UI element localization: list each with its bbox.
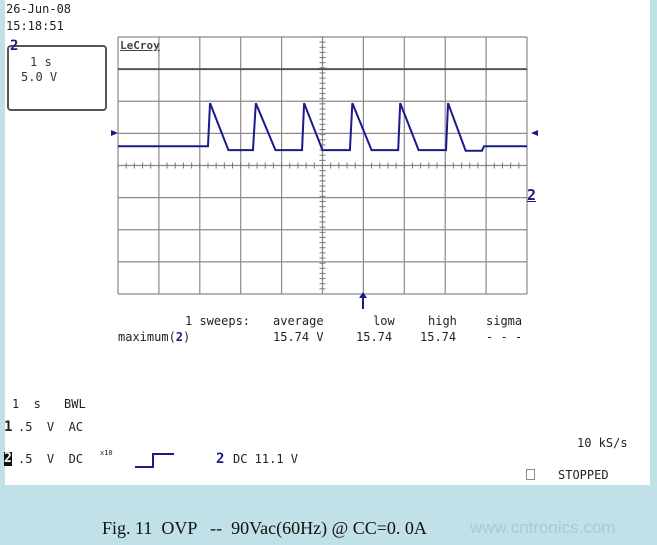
figure-caption: Fig. 11 OVP -- 90Vac(60Hz) @ CC=0. 0A (102, 518, 427, 538)
trigger-arrow-icon (359, 292, 367, 298)
col-high: high (428, 314, 457, 328)
value-sigma: - - - (486, 330, 523, 344)
col-sigma: sigma (486, 314, 523, 328)
ch2-number: 2 (4, 451, 12, 466)
ch1-settings: .5 V AC (18, 420, 84, 434)
date-label: 26-Jun-08 (6, 2, 72, 16)
channel-box-number: 2 (10, 38, 19, 54)
param-name: maximum( (118, 330, 176, 344)
trigger-level: DC 11.1 V (233, 452, 299, 466)
watermark: www.cntronics.com (470, 518, 616, 537)
channel-2-marker: 2 (527, 186, 537, 204)
channel-2-trace (118, 102, 527, 152)
param-end: ) (183, 330, 191, 344)
scope-screen (5, 0, 650, 485)
lecroy-logo: LeCroy (120, 39, 160, 52)
col-low: low (373, 314, 395, 328)
sweeps-label: 1 sweeps: (185, 314, 251, 328)
trigger-channel: 2 (216, 451, 225, 467)
value-high: 15.74 (420, 330, 457, 344)
ch1-number: 1 (4, 419, 13, 435)
channel-box-timebase: 1 s (30, 55, 52, 69)
channel-box-scale: 5.0 V (21, 70, 58, 84)
col-average: average (273, 314, 324, 328)
value-low: 15.74 (356, 330, 393, 344)
measure-param: maximum(2) (118, 330, 190, 344)
channel-info-box (7, 45, 107, 111)
param-channel: 2 (175, 330, 184, 344)
status-checkbox[interactable] (526, 469, 535, 480)
ch2-settings: .5 V DC (18, 452, 84, 466)
value-average: 15.74 V (273, 330, 324, 344)
time-label: 15:18:51 (6, 19, 64, 33)
footer-bwl: BWL (64, 397, 86, 411)
acquisition-status: STOPPED (558, 468, 609, 482)
footer-timebase: 1 s (12, 397, 41, 411)
ground-marker-right (531, 130, 538, 136)
sample-rate: 10 kS/s (577, 436, 628, 450)
probe-factor: x10 (100, 449, 113, 457)
ground-marker-left (111, 130, 118, 136)
